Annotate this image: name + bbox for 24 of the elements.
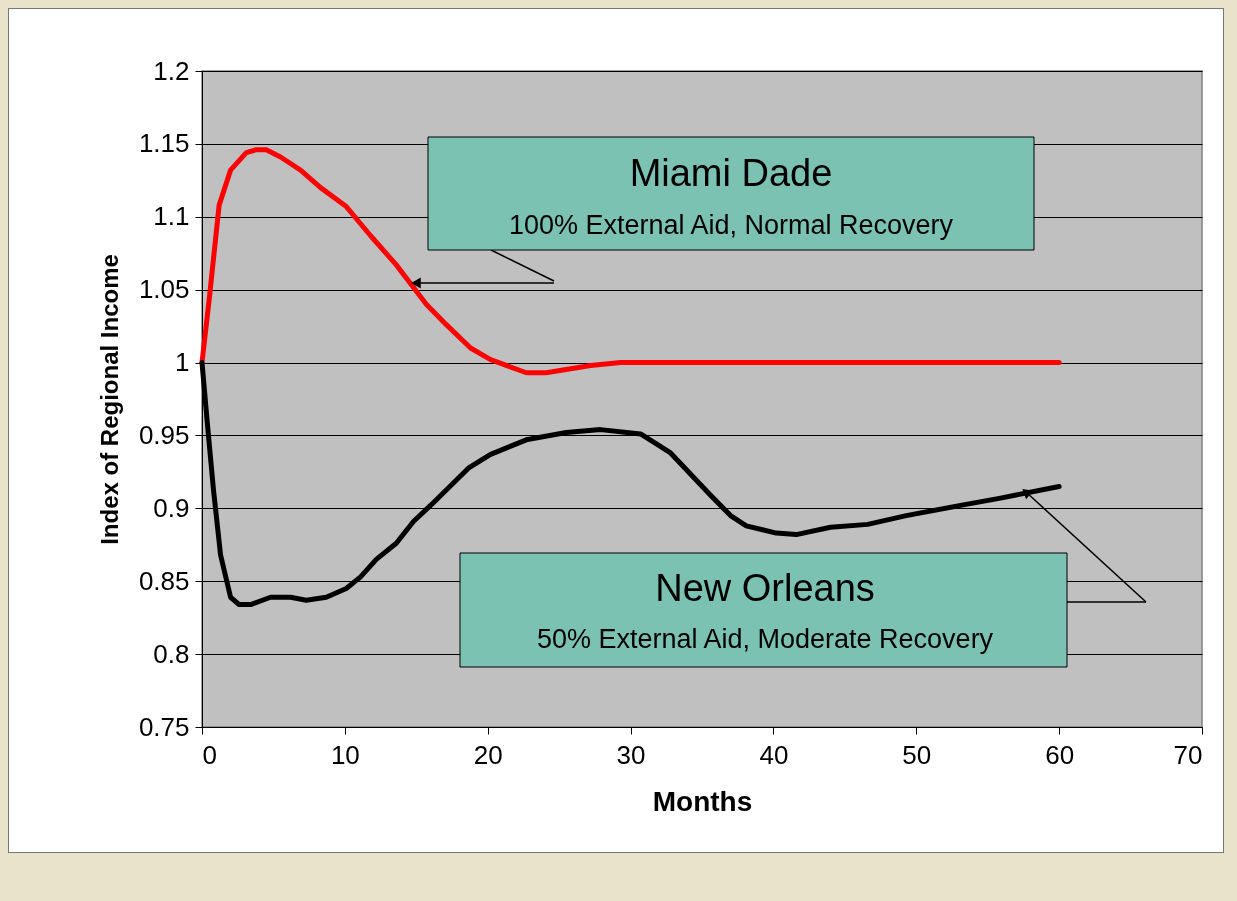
annotation: Miami Dade xyxy=(629,152,833,194)
y-tick-label: 0.75 xyxy=(138,711,190,742)
y-tick-label: 0.85 xyxy=(138,565,190,596)
x-tick-label: 30 xyxy=(616,739,646,770)
annotation: 50% External Aid, Moderate Recovery xyxy=(536,624,994,654)
y-tick-label: 1 xyxy=(175,347,190,378)
y-tick-label: 0.9 xyxy=(153,492,190,523)
y-axis-title: Index of Regional Income xyxy=(95,254,123,545)
y-tick-label: 0.95 xyxy=(138,419,190,450)
y-tick-label: 0.8 xyxy=(153,638,190,669)
x-axis-title: Months xyxy=(652,785,753,817)
y-tick-label: 1.05 xyxy=(138,274,190,305)
y-tick-label: 1.15 xyxy=(138,128,190,159)
y-tick-label: 1.1 xyxy=(153,201,190,232)
annotation: New Orleans xyxy=(655,567,875,609)
x-tick-label: 0 xyxy=(202,739,217,770)
x-tick-label: 40 xyxy=(759,739,789,770)
x-tick-label: 10 xyxy=(330,739,360,770)
x-tick-label: 50 xyxy=(902,739,932,770)
y-tick-label: 1.2 xyxy=(153,55,190,86)
x-tick-label: 60 xyxy=(1045,739,1075,770)
annotation: 100% External Aid, Normal Recovery xyxy=(508,210,954,240)
x-tick-label: 20 xyxy=(473,739,503,770)
x-tick-label: 70 xyxy=(1173,739,1203,770)
